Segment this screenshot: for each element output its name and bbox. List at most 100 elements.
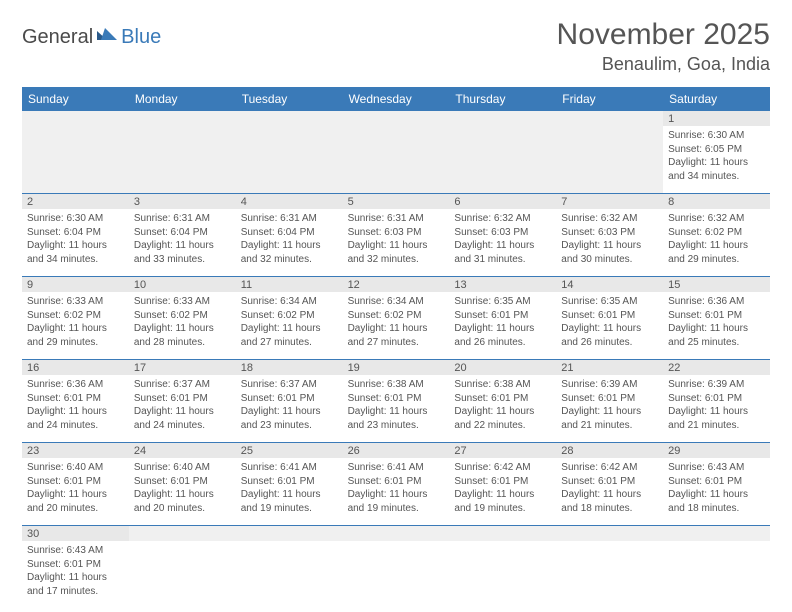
day-cell bbox=[129, 541, 236, 609]
day-info: Sunrise: 6:33 AMSunset: 6:02 PMDaylight:… bbox=[27, 295, 124, 349]
day-cell bbox=[449, 541, 556, 609]
day-info-line: Sunset: 6:03 PM bbox=[454, 226, 551, 240]
day-info-line: and 28 minutes. bbox=[134, 336, 231, 350]
day-cell: Sunrise: 6:32 AMSunset: 6:02 PMDaylight:… bbox=[663, 209, 770, 277]
day-info: Sunrise: 6:39 AMSunset: 6:01 PMDaylight:… bbox=[561, 378, 658, 432]
day-info-line: Sunset: 6:01 PM bbox=[668, 392, 765, 406]
day-cell bbox=[236, 126, 343, 194]
day-info-line: Sunrise: 6:38 AM bbox=[454, 378, 551, 392]
day-info-line: Sunset: 6:02 PM bbox=[241, 309, 338, 323]
day-info-line: and 24 minutes. bbox=[27, 419, 124, 433]
day-info-line: Sunset: 6:01 PM bbox=[348, 475, 445, 489]
day-info-line: Daylight: 11 hours bbox=[134, 239, 231, 253]
day-num: 16 bbox=[22, 360, 129, 375]
day-num: 27 bbox=[449, 443, 556, 458]
day-num: 21 bbox=[556, 360, 663, 375]
day-header-cell: Thursday bbox=[449, 87, 556, 111]
day-info-line: Daylight: 11 hours bbox=[348, 405, 445, 419]
day-info-line: Daylight: 11 hours bbox=[134, 405, 231, 419]
day-num: 5 bbox=[343, 194, 450, 209]
day-num: 3 bbox=[129, 194, 236, 209]
day-num-row: 1 bbox=[22, 111, 770, 126]
title-block: November 2025 Benaulim, Goa, India bbox=[557, 18, 770, 75]
day-info-line: Sunset: 6:01 PM bbox=[561, 309, 658, 323]
day-info-line: and 21 minutes. bbox=[561, 419, 658, 433]
day-info-line: Sunset: 6:04 PM bbox=[27, 226, 124, 240]
day-num bbox=[663, 526, 770, 541]
day-info-line: Sunset: 6:03 PM bbox=[561, 226, 658, 240]
week-row: Sunrise: 6:36 AMSunset: 6:01 PMDaylight:… bbox=[22, 375, 770, 443]
day-cell bbox=[556, 126, 663, 194]
day-info-line: Sunset: 6:02 PM bbox=[134, 309, 231, 323]
day-info: Sunrise: 6:32 AMSunset: 6:03 PMDaylight:… bbox=[561, 212, 658, 266]
day-info: Sunrise: 6:37 AMSunset: 6:01 PMDaylight:… bbox=[134, 378, 231, 432]
day-num: 18 bbox=[236, 360, 343, 375]
day-num: 7 bbox=[556, 194, 663, 209]
day-info-line: and 19 minutes. bbox=[348, 502, 445, 516]
day-cell: Sunrise: 6:40 AMSunset: 6:01 PMDaylight:… bbox=[22, 458, 129, 526]
day-header-cell: Tuesday bbox=[236, 87, 343, 111]
day-info-line: and 17 minutes. bbox=[27, 585, 124, 599]
logo-text-blue: Blue bbox=[121, 26, 161, 49]
day-info-line: Sunset: 6:04 PM bbox=[134, 226, 231, 240]
day-info: Sunrise: 6:34 AMSunset: 6:02 PMDaylight:… bbox=[241, 295, 338, 349]
day-info-line: Sunrise: 6:38 AM bbox=[348, 378, 445, 392]
header: General Blue November 2025 Benaulim, Goa… bbox=[22, 18, 770, 75]
location: Benaulim, Goa, India bbox=[557, 54, 770, 75]
day-info-line: Sunrise: 6:39 AM bbox=[668, 378, 765, 392]
day-info-line: Daylight: 11 hours bbox=[27, 571, 124, 585]
day-cell: Sunrise: 6:40 AMSunset: 6:01 PMDaylight:… bbox=[129, 458, 236, 526]
day-info-line: Daylight: 11 hours bbox=[27, 405, 124, 419]
week-row: Sunrise: 6:43 AMSunset: 6:01 PMDaylight:… bbox=[22, 541, 770, 609]
day-info-line: and 20 minutes. bbox=[27, 502, 124, 516]
day-cell: Sunrise: 6:42 AMSunset: 6:01 PMDaylight:… bbox=[449, 458, 556, 526]
day-info-line: Sunset: 6:02 PM bbox=[668, 226, 765, 240]
day-info-line: Sunset: 6:01 PM bbox=[454, 475, 551, 489]
day-info-line: Sunrise: 6:34 AM bbox=[348, 295, 445, 309]
day-info-line: Daylight: 11 hours bbox=[668, 322, 765, 336]
day-cell: Sunrise: 6:32 AMSunset: 6:03 PMDaylight:… bbox=[556, 209, 663, 277]
day-info: Sunrise: 6:41 AMSunset: 6:01 PMDaylight:… bbox=[241, 461, 338, 515]
day-info-line: Sunrise: 6:34 AM bbox=[241, 295, 338, 309]
day-info-line: Sunrise: 6:37 AM bbox=[134, 378, 231, 392]
day-cell: Sunrise: 6:42 AMSunset: 6:01 PMDaylight:… bbox=[556, 458, 663, 526]
day-info-line: and 33 minutes. bbox=[134, 253, 231, 267]
day-info-line: Sunset: 6:01 PM bbox=[454, 392, 551, 406]
day-num: 20 bbox=[449, 360, 556, 375]
day-num bbox=[343, 111, 450, 126]
week-row: Sunrise: 6:33 AMSunset: 6:02 PMDaylight:… bbox=[22, 292, 770, 360]
day-info-line: Daylight: 11 hours bbox=[561, 322, 658, 336]
day-info-line: Sunrise: 6:32 AM bbox=[454, 212, 551, 226]
day-cell: Sunrise: 6:35 AMSunset: 6:01 PMDaylight:… bbox=[449, 292, 556, 360]
day-num: 6 bbox=[449, 194, 556, 209]
day-num: 24 bbox=[129, 443, 236, 458]
day-num-row: 2345678 bbox=[22, 194, 770, 209]
day-info-line: and 26 minutes. bbox=[561, 336, 658, 350]
week-block: 9101112131415Sunrise: 6:33 AMSunset: 6:0… bbox=[22, 277, 770, 360]
day-info-line: Daylight: 11 hours bbox=[134, 322, 231, 336]
day-info-line: Sunset: 6:02 PM bbox=[348, 309, 445, 323]
day-info: Sunrise: 6:39 AMSunset: 6:01 PMDaylight:… bbox=[668, 378, 765, 432]
day-info-line: Daylight: 11 hours bbox=[454, 405, 551, 419]
day-info: Sunrise: 6:38 AMSunset: 6:01 PMDaylight:… bbox=[454, 378, 551, 432]
day-info-line: Daylight: 11 hours bbox=[348, 239, 445, 253]
day-info-line: Daylight: 11 hours bbox=[27, 239, 124, 253]
month-title: November 2025 bbox=[557, 18, 770, 52]
day-info-line: and 27 minutes. bbox=[241, 336, 338, 350]
day-info-line: Sunset: 6:04 PM bbox=[241, 226, 338, 240]
day-info-line: Sunrise: 6:41 AM bbox=[241, 461, 338, 475]
day-num-row: 30 bbox=[22, 526, 770, 541]
day-info-line: Daylight: 11 hours bbox=[348, 322, 445, 336]
day-info-line: Daylight: 11 hours bbox=[348, 488, 445, 502]
day-cell: Sunrise: 6:43 AMSunset: 6:01 PMDaylight:… bbox=[663, 458, 770, 526]
week-block: 30Sunrise: 6:43 AMSunset: 6:01 PMDayligh… bbox=[22, 526, 770, 609]
day-info: Sunrise: 6:38 AMSunset: 6:01 PMDaylight:… bbox=[348, 378, 445, 432]
day-num: 25 bbox=[236, 443, 343, 458]
day-info-line: Daylight: 11 hours bbox=[27, 488, 124, 502]
day-info-line: Sunrise: 6:40 AM bbox=[27, 461, 124, 475]
day-info-line: and 20 minutes. bbox=[134, 502, 231, 516]
day-cell: Sunrise: 6:33 AMSunset: 6:02 PMDaylight:… bbox=[22, 292, 129, 360]
day-num: 17 bbox=[129, 360, 236, 375]
day-num bbox=[22, 111, 129, 126]
day-header-cell: Friday bbox=[556, 87, 663, 111]
